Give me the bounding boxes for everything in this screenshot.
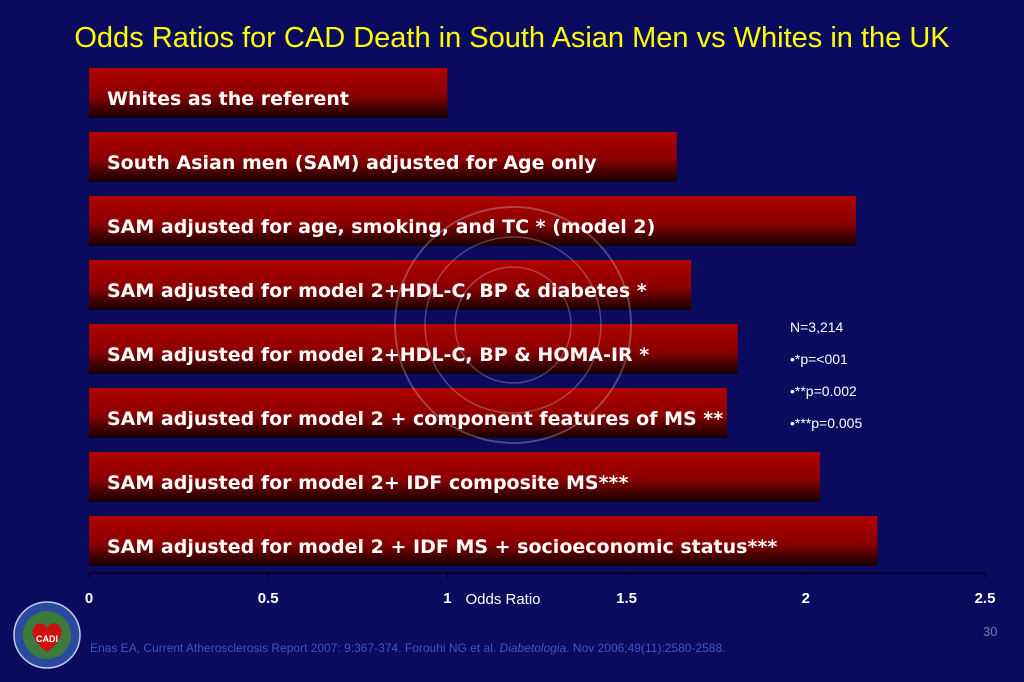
x-tick-label-2: 1 (443, 590, 451, 607)
bar-2 (89, 132, 677, 182)
x-tick-label-4: 2 (802, 590, 810, 607)
bars-group: Whites as the referent South Asian men (S… (89, 68, 878, 566)
bar-label-5: SAM adjusted for model 2+HDL-C, BP & HOM… (107, 344, 649, 366)
x-tick-label-1: 0.5 (258, 590, 279, 607)
cadi-logo-icon: CADI (13, 601, 81, 669)
bar-label-6: SAM adjusted for model 2 + component fea… (107, 408, 723, 430)
bar-1 (89, 68, 448, 118)
bar-label-2: South Asian men (SAM) adjusted for Age o… (107, 152, 597, 174)
note-p3: •***p=0.005 (790, 415, 863, 431)
chart-title: Odds Ratios for CAD Death in South Asian… (74, 22, 950, 54)
bar-label-1: Whites as the referent (107, 88, 349, 110)
bar-label-7: SAM adjusted for model 2+ IDF composite … (107, 472, 628, 494)
citation-journal: Diabetologia (499, 641, 567, 655)
x-axis: 0 0.5 1 1.5 2 2.5 Odds Ratio (85, 572, 996, 608)
citation: Enas EA, Current Atherosclerosis Report … (90, 641, 726, 655)
bar-5 (89, 324, 738, 374)
bar-4 (89, 260, 692, 310)
bar-label-3: SAM adjusted for age, smoking, and TC * … (107, 216, 655, 238)
bar-3 (89, 196, 856, 246)
x-tick-label-0: 0 (85, 590, 93, 607)
stats-notes: N=3,214 •*p=<001 •**p=0.002 •***p=0.005 (790, 318, 862, 446)
watermark-rings-icon (394, 206, 632, 444)
bar-7 (89, 452, 821, 502)
citation-prefix: Enas EA, Current Atherosclerosis Report … (90, 641, 500, 655)
bar-label-8: SAM adjusted for model 2 + IDF MS + soci… (107, 536, 777, 558)
x-tick-label-5: 2.5 (975, 590, 996, 607)
note-p2: •**p=0.002 (790, 383, 857, 399)
x-axis-title: Odds Ratio (465, 591, 540, 608)
bar-6 (89, 388, 727, 438)
x-tick-label-3: 1.5 (616, 590, 637, 607)
bar-8 (89, 516, 878, 566)
bar-label-4: SAM adjusted for model 2+HDL-C, BP & dia… (107, 280, 647, 302)
slide-number: 30 (983, 624, 998, 639)
note-n: N=3,214 (790, 319, 844, 335)
logo-text: CADI (36, 634, 58, 644)
citation-suffix: . Nov 2006;49(11):2580-2588. (566, 641, 726, 655)
note-p1: •*p=<001 (790, 351, 848, 367)
